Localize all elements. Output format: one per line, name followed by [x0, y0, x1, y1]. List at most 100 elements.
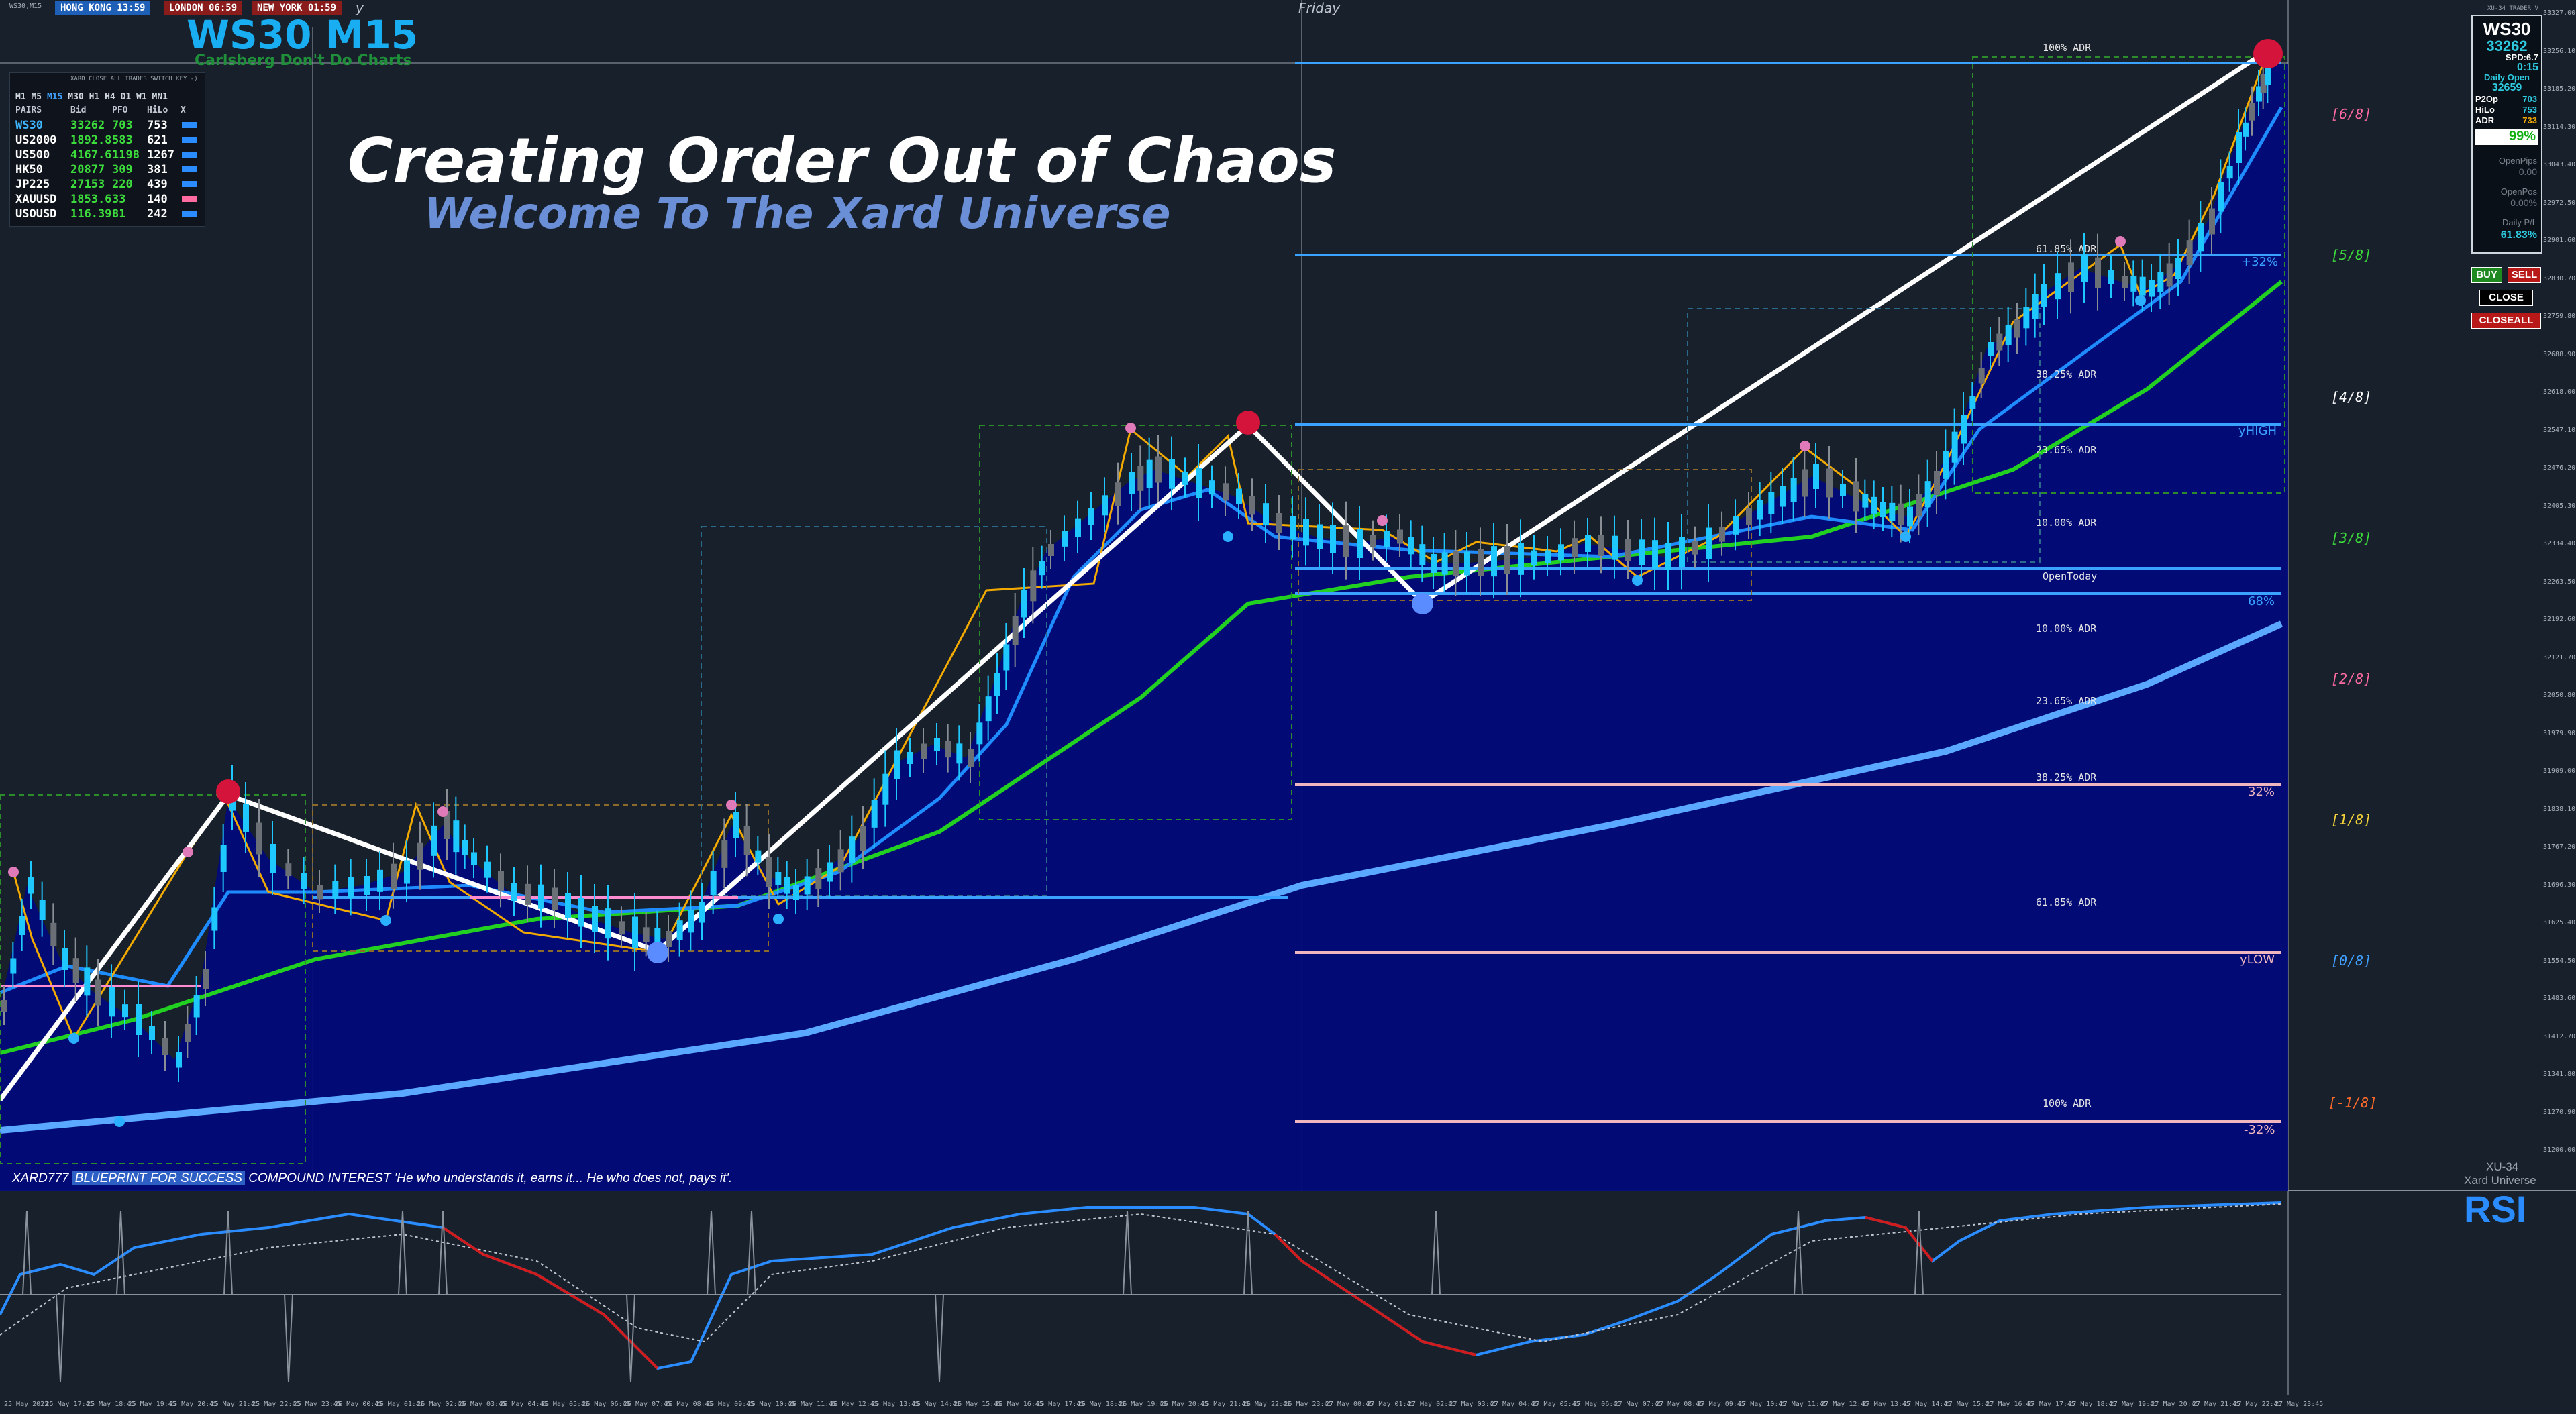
- timeframe-h1[interactable]: H1: [89, 92, 105, 102]
- pair-pfo: 703: [112, 119, 133, 132]
- time-tick: 26 May 16:45: [994, 1401, 1043, 1408]
- price-tick: 33256.10: [2543, 47, 2576, 55]
- murrey-level: [2/8]: [2331, 671, 2372, 687]
- murrey-level: [3/8]: [2331, 530, 2372, 546]
- candle-body: [1088, 508, 1094, 525]
- symbol-tab[interactable]: WS30,M15: [9, 3, 42, 10]
- closeall-button[interactable]: CLOSEALL: [2471, 313, 2541, 329]
- candle-body: [1840, 484, 1846, 496]
- rsi-label: RSI: [2464, 1188, 2527, 1230]
- candle-body: [815, 868, 822, 889]
- time-tick: 27 May 11:45: [1779, 1401, 1828, 1408]
- info-spread: SPD:6.7: [2505, 52, 2538, 62]
- price-tick: 32830.70: [2543, 274, 2576, 282]
- candle-body: [775, 872, 782, 885]
- buy-button[interactable]: BUY: [2471, 267, 2502, 283]
- candle-body: [2041, 284, 2047, 307]
- candle-body: [619, 921, 625, 935]
- info-hilo-label: HiLo: [2475, 105, 2495, 115]
- price-tick: 31412.70: [2543, 1032, 2576, 1040]
- adr-38-lower: 38.25% ADR: [2036, 771, 2097, 783]
- time-tick: 26 May 17:45: [1036, 1401, 1085, 1408]
- candle-body: [632, 916, 638, 948]
- candle-body: [2032, 294, 2039, 319]
- time-tick: 27 May 07:45: [1614, 1401, 1663, 1408]
- candle-body: [1988, 342, 1994, 356]
- candle-body: [578, 898, 584, 927]
- pair-pfo: 1198: [112, 148, 140, 162]
- rsi-spike-histogram: [0, 1210, 1924, 1382]
- pair-close-toggle[interactable]: [182, 181, 197, 187]
- pair-hilo: 381: [147, 163, 168, 176]
- candle-body: [1916, 494, 1922, 517]
- pairs-col-pfo: PFO: [112, 105, 128, 115]
- candle-body: [688, 910, 694, 933]
- long-ema-line: [0, 620, 2283, 1134]
- day-marker-left: y: [356, 0, 364, 16]
- chart-subtitle: Carlsberg Don't Do Charts: [195, 52, 412, 69]
- footer-quote: COMPOUND INTEREST 'He who understands it…: [248, 1171, 733, 1185]
- candle-body: [721, 840, 728, 868]
- price-tick: 31554.50: [2543, 957, 2576, 965]
- candle-body: [2166, 263, 2173, 287]
- price-tick: 31696.30: [2543, 881, 2576, 889]
- pair-close-toggle[interactable]: [182, 166, 197, 172]
- candle-body: [462, 840, 468, 855]
- timeframe-w1[interactable]: W1: [136, 92, 152, 102]
- pair-close-toggle[interactable]: [182, 196, 197, 202]
- pair-close-toggle[interactable]: [182, 211, 197, 217]
- candle-body: [2095, 257, 2101, 288]
- murrey-level: [0/8]: [2331, 953, 2372, 969]
- time-tick: 26 May 19:45: [1119, 1401, 1168, 1408]
- time-tick: 26 May 09:45: [705, 1401, 755, 1408]
- candle-body: [538, 884, 544, 909]
- candle-body: [471, 852, 477, 865]
- time-tick: 27 May 01:45: [1366, 1401, 1415, 1408]
- timeframe-m5[interactable]: M5: [31, 92, 47, 102]
- candle-body: [1, 1000, 7, 1012]
- candle-body: [1757, 500, 1763, 520]
- sell-button[interactable]: SELL: [2508, 267, 2541, 283]
- candle-body: [1039, 561, 1045, 576]
- time-tick: 26 May 12:45: [829, 1401, 878, 1408]
- timeframe-mn1[interactable]: MN1: [152, 92, 173, 102]
- candle-body: [1924, 481, 1931, 508]
- pair-close-toggle[interactable]: [182, 152, 197, 158]
- candle-body: [1853, 481, 1859, 512]
- candle-body: [2081, 254, 2088, 282]
- timeframe-d1[interactable]: D1: [120, 92, 137, 102]
- swing-dot: [2115, 236, 2126, 247]
- candle-body: [956, 743, 963, 764]
- candle-body: [784, 877, 790, 894]
- timeframe-row[interactable]: M1 M5 M15 M30 H1 H4 D1 W1 MN1: [15, 92, 173, 102]
- candle-body: [364, 876, 370, 895]
- candle-body: [211, 907, 218, 931]
- swing-dot: [1632, 575, 1643, 586]
- adr-61-lower: 61.85% ADR: [2036, 896, 2097, 908]
- timeframe-m15[interactable]: M15: [46, 92, 68, 102]
- timeframe-h4[interactable]: H4: [105, 92, 121, 102]
- price-tick: 31625.40: [2543, 919, 2576, 926]
- timeframe-m30[interactable]: M30: [68, 92, 89, 102]
- time-tick: 26 May 21:45: [1201, 1401, 1250, 1408]
- pair-close-toggle[interactable]: [182, 122, 197, 128]
- candle-body: [1223, 483, 1229, 501]
- time-tick: 27 May 15:45: [1944, 1401, 1994, 1408]
- timeframe-m1[interactable]: M1: [15, 92, 32, 102]
- swing-dot: [183, 847, 193, 857]
- candle-body: [243, 804, 249, 832]
- candle-body: [176, 1052, 182, 1068]
- candle-body: [1880, 502, 1886, 517]
- candle-body: [332, 881, 339, 899]
- time-tick: 27 May 22:45: [2233, 1401, 2282, 1408]
- pair-close-toggle[interactable]: [182, 137, 197, 143]
- time-tick: 27 May 04:45: [1490, 1401, 1539, 1408]
- close-button[interactable]: CLOSE: [2479, 290, 2533, 306]
- swing-dot: [1223, 531, 1233, 542]
- swing-dot: [114, 1116, 125, 1127]
- candle-body: [1692, 541, 1698, 555]
- candle-body: [28, 877, 34, 894]
- adr-23-upper: 23.65% ADR: [2036, 444, 2097, 456]
- price-tick: 31979.90: [2543, 729, 2576, 737]
